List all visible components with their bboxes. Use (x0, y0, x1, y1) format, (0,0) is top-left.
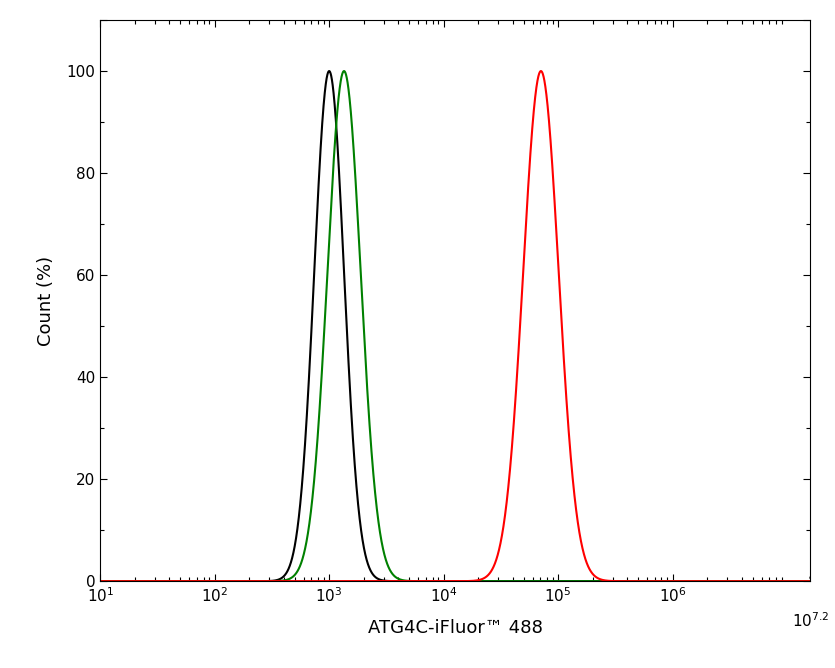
X-axis label: ATG4C-iFluor™ 488: ATG4C-iFluor™ 488 (367, 619, 543, 637)
Text: $10^{7.2}$: $10^{7.2}$ (792, 612, 828, 631)
Y-axis label: Count (%): Count (%) (38, 256, 55, 345)
